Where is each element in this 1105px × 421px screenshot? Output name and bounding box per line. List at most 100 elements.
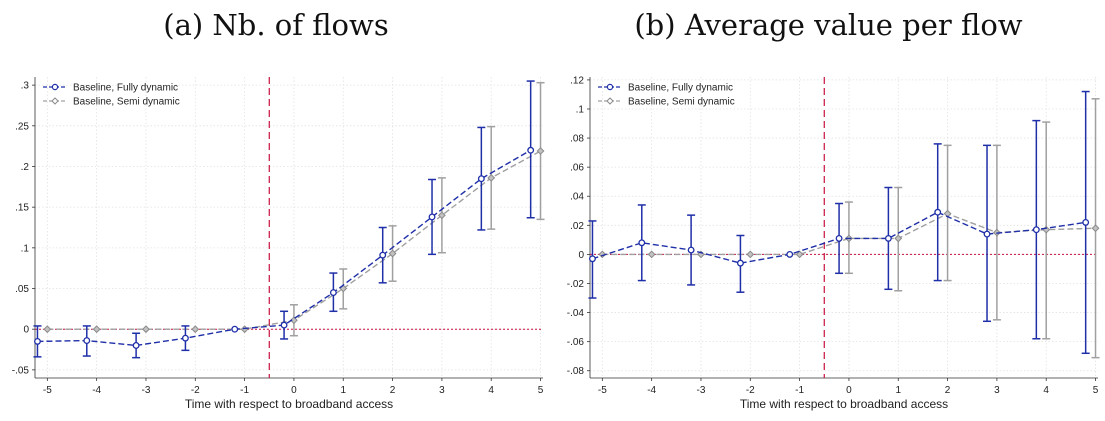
legend-label: Baseline, Fully dynamic <box>73 83 178 94</box>
y-tick-label: .05 <box>15 284 29 295</box>
data-point <box>329 289 337 297</box>
data-point <box>132 342 140 349</box>
x-tick-label: 1 <box>340 385 346 396</box>
x-axis-title: Time with respect to broadband access <box>185 397 393 411</box>
y-tick-label: .08 <box>570 134 584 145</box>
x-tick-label: 5 <box>1093 385 1099 396</box>
y-tick-label: .2 <box>21 162 30 173</box>
panel-0-plot: -.05 0 .05 .1 .15 .2 .25 .3 -5 -4 -3 -2 -1 0 1 2 3 4 5 Time… <box>12 77 545 411</box>
x-tick-label: 0 <box>846 385 852 396</box>
x-tick-label: -4 <box>647 385 656 396</box>
data-point <box>231 325 239 333</box>
legend-marker <box>606 97 614 105</box>
x-tick-label: -1 <box>795 385 804 396</box>
x-axis-title: Time with respect to broadband access <box>740 397 948 411</box>
data-point <box>697 250 705 259</box>
y-tick-label: -.02 <box>567 279 585 290</box>
y-tick-label: .1 <box>21 243 30 254</box>
y-tick-label: -.04 <box>567 308 585 319</box>
data-point <box>280 321 288 329</box>
data-point <box>191 325 200 334</box>
data-point <box>428 213 436 221</box>
y-tick-label: .1 <box>576 104 585 115</box>
data-point <box>736 259 744 267</box>
legend-label: Baseline, Semi dynamic <box>628 97 735 108</box>
x-tick-label: 3 <box>439 385 445 396</box>
data-point <box>934 208 942 216</box>
data-point <box>240 325 249 334</box>
data-point <box>437 211 446 220</box>
x-tick-label: 2 <box>945 385 951 396</box>
legend-marker <box>51 97 59 105</box>
panel-b-title: (b) Average value per flow <box>634 8 1023 42</box>
data-point <box>795 250 804 259</box>
data-point <box>1091 224 1100 233</box>
data-point <box>487 173 496 182</box>
x-tick-label: -3 <box>697 385 706 396</box>
x-tick-label: 0 <box>291 385 297 396</box>
x-tick-label: -2 <box>746 385 755 396</box>
series-line <box>602 212 1096 256</box>
y-tick-label: .04 <box>570 192 584 203</box>
x-tick-label: 3 <box>994 385 1000 396</box>
x-tick-label: -5 <box>43 385 52 396</box>
data-point <box>1042 225 1051 234</box>
x-tick-label: 4 <box>1043 385 1049 396</box>
x-tick-label: -5 <box>598 385 607 396</box>
series-semi <box>43 81 545 337</box>
data-point <box>835 234 843 242</box>
y-tick-label: .25 <box>15 121 29 132</box>
data-point <box>379 251 387 259</box>
y-tick-label: .12 <box>570 75 584 86</box>
data-point <box>786 250 794 258</box>
data-point <box>647 250 656 259</box>
data-point <box>589 255 596 263</box>
panel-1-plot: -.08 -.06 -.04 -.02 0 .02 .04 .06 .08 .1 .12 -5 -4 -3… <box>567 75 1100 411</box>
data-point <box>181 334 189 342</box>
data-point <box>746 250 755 259</box>
x-tick-label: -3 <box>142 385 151 396</box>
y-tick-label: .06 <box>570 163 584 174</box>
y-tick-label: -.06 <box>567 337 585 348</box>
data-point <box>83 337 91 345</box>
data-point <box>1032 226 1040 234</box>
panel-a-title: (a) Nb. of flows <box>163 8 389 42</box>
data-point <box>92 325 101 334</box>
legend-label: Baseline, Semi dynamic <box>73 97 180 108</box>
data-point <box>43 325 52 334</box>
data-point <box>687 246 695 254</box>
data-point <box>142 325 150 334</box>
x-tick-label: -2 <box>191 385 200 396</box>
legend-label: Baseline, Fully dynamic <box>628 83 733 94</box>
data-point <box>638 239 646 247</box>
y-tick-label: .3 <box>21 81 30 92</box>
y-tick-label: 0 <box>578 250 584 261</box>
data-point <box>884 234 892 242</box>
data-point <box>894 234 903 243</box>
data-point <box>388 249 397 258</box>
y-tick-label: 0 <box>23 325 29 336</box>
y-tick-label: -.08 <box>567 366 585 377</box>
y-tick-label: .15 <box>15 203 29 214</box>
data-point <box>598 250 607 259</box>
series-fully <box>588 90 1090 355</box>
legend-marker <box>51 83 59 91</box>
x-tick-label: 4 <box>488 385 494 396</box>
y-tick-label: .02 <box>570 221 584 232</box>
data-point <box>1082 218 1090 226</box>
x-tick-label: 1 <box>895 385 901 396</box>
x-tick-label: 2 <box>390 385 396 396</box>
x-tick-label: 5 <box>538 385 544 396</box>
data-point <box>536 147 545 155</box>
series-fully <box>33 80 535 359</box>
y-tick-label: -.05 <box>12 365 30 376</box>
legend-marker <box>606 83 614 91</box>
x-tick-label: -1 <box>240 385 249 396</box>
data-point <box>983 230 991 238</box>
data-point <box>34 337 41 345</box>
data-point <box>477 175 485 183</box>
data-point <box>290 316 298 325</box>
x-tick-label: -4 <box>92 385 101 396</box>
data-point <box>527 146 535 154</box>
